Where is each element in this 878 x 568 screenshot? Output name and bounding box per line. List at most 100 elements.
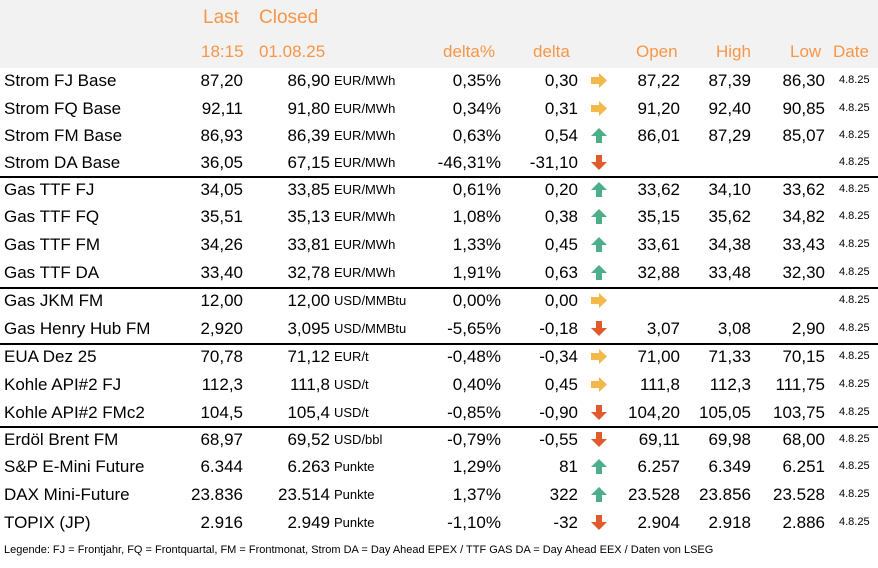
cell-high: 112,3 bbox=[709, 375, 751, 394]
cell-dpct: -5,65% bbox=[447, 319, 501, 338]
cell-high: 71,33 bbox=[708, 347, 751, 366]
cell-name: Kohle API#2 FJ bbox=[4, 375, 122, 394]
cell-closed: 67,15 bbox=[287, 153, 330, 172]
cell-closed: 105,4 bbox=[287, 403, 330, 422]
cell-open: 33,62 bbox=[637, 180, 680, 199]
cell-delta: 0,30 bbox=[544, 71, 578, 90]
cell-date: 4.8.25 bbox=[839, 488, 870, 500]
cell-dpct: 0,00% bbox=[452, 291, 501, 310]
cell-open: 86,01 bbox=[637, 126, 680, 145]
cell-high: 35,62 bbox=[708, 207, 751, 226]
cell-name: Strom FQ Base bbox=[4, 99, 122, 118]
cell-open: 32,88 bbox=[637, 263, 680, 282]
cell-dpct: -0,48% bbox=[447, 347, 501, 366]
cell-delta: -32 bbox=[553, 513, 578, 532]
header-closed: Closed bbox=[259, 7, 319, 28]
arrow-up-icon bbox=[590, 458, 608, 475]
cell-delta: -0,55 bbox=[539, 430, 578, 449]
cell-open: 2.904 bbox=[637, 513, 680, 532]
cell-name: TOPIX (JP) bbox=[4, 513, 91, 532]
arrow-down-icon bbox=[590, 431, 608, 448]
cell-closed: 71,12 bbox=[287, 347, 330, 366]
cell-low: 33,62 bbox=[782, 180, 825, 199]
cell-closed: 111,8 bbox=[289, 375, 330, 394]
arrow-up-icon bbox=[590, 208, 608, 225]
cell-open: 104,20 bbox=[628, 403, 680, 422]
cell-high: 105,05 bbox=[699, 403, 751, 422]
header-last: Last bbox=[203, 7, 239, 28]
cell-name: Kohle API#2 FMc2 bbox=[4, 403, 145, 422]
cell-unit: EUR/MWh bbox=[334, 182, 396, 197]
cell-dpct: -46,31% bbox=[437, 153, 501, 172]
table-row: Gas TTF DA 33,40 32,78 EUR/MWh 1,91% 0,63 32,8… bbox=[0, 259, 878, 286]
cell-dpct: 1,29% bbox=[452, 457, 501, 476]
cell-date: 4.8.25 bbox=[839, 102, 870, 114]
cell-date: 4.8.25 bbox=[839, 210, 870, 222]
header-date: Date bbox=[833, 42, 869, 61]
cell-open: 33,61 bbox=[637, 235, 680, 254]
cell-date: 4.8.25 bbox=[839, 460, 870, 472]
cell-high: 3,08 bbox=[717, 319, 751, 338]
cell-closed: 33,85 bbox=[287, 180, 330, 199]
cell-name: Gas JKM FM bbox=[4, 291, 104, 310]
table-row: Gas TTF FM 34,26 33,81 EUR/MWh 1,33% 0,45 33,6… bbox=[0, 231, 878, 258]
cell-unit: USD/MMBtu bbox=[334, 321, 407, 336]
cell-open: 87,22 bbox=[637, 71, 680, 90]
cell-open: 71,00 bbox=[637, 347, 680, 366]
table-row: Kohle API#2 FJ 112,3 111,8 USD/t 0,40% 0,45 11… bbox=[0, 371, 878, 398]
cell-unit: USD/t bbox=[334, 377, 369, 392]
cell-closed: 91,80 bbox=[287, 99, 330, 118]
cell-last: 92,11 bbox=[201, 99, 243, 118]
cell-high: 87,29 bbox=[708, 126, 751, 145]
cell-unit: Punkte bbox=[334, 515, 375, 530]
cell-name: Erdöl Brent FM bbox=[4, 430, 119, 449]
cell-high: 87,39 bbox=[708, 71, 751, 90]
cell-name: Gas TTF DA bbox=[4, 263, 100, 282]
cell-delta: -0,90 bbox=[539, 403, 578, 422]
header-open: Open bbox=[636, 42, 678, 61]
table-row: Erdöl Brent FM 68,97 69,52 USD/bbl -0,79% -0,… bbox=[0, 426, 878, 453]
cell-dpct: 1,37% bbox=[452, 485, 501, 504]
cell-date: 4.8.25 bbox=[839, 294, 870, 306]
table-row: Gas JKM FM 12,00 12,00 USD/MMBtu 0,00% 0,00 4.… bbox=[0, 287, 878, 314]
arrow-down-icon bbox=[590, 514, 608, 531]
header-last-time: 18:15 bbox=[201, 42, 244, 61]
cell-name: Strom FJ Base bbox=[4, 71, 117, 90]
group-divider bbox=[0, 426, 878, 428]
cell-delta: 0,20 bbox=[544, 180, 578, 199]
cell-low: 111,75 bbox=[775, 375, 825, 394]
cell-name: EUA Dez 25 bbox=[4, 347, 97, 366]
table-header: Last Closed 18:15 01.08.25 delta% delta … bbox=[0, 0, 878, 68]
cell-last: 104,5 bbox=[200, 403, 243, 422]
cell-low: 85,07 bbox=[782, 126, 825, 145]
cell-unit: EUR/MWh bbox=[334, 155, 396, 170]
cell-closed: 32,78 bbox=[287, 263, 330, 282]
cell-closed: 3,095 bbox=[287, 319, 330, 338]
arrow-down-icon bbox=[590, 404, 608, 421]
table-row: Strom FQ Base 92,11 91,80 EUR/MWh 0,34% 0,31 9… bbox=[0, 95, 878, 122]
cell-last: 6.344 bbox=[200, 457, 243, 476]
cell-delta: -0,34 bbox=[539, 347, 578, 366]
cell-date: 4.8.25 bbox=[839, 516, 870, 528]
group-divider bbox=[0, 176, 878, 178]
arrow-up-icon bbox=[590, 181, 608, 198]
cell-delta: 0,38 bbox=[544, 207, 578, 226]
cell-high: 92,40 bbox=[708, 99, 751, 118]
cell-last: 34,05 bbox=[200, 180, 243, 199]
cell-name: S&P E-Mini Future bbox=[4, 457, 145, 476]
cell-last: 68,97 bbox=[200, 430, 243, 449]
cell-name: Strom FM Base bbox=[4, 126, 123, 145]
cell-delta: 0,54 bbox=[544, 126, 578, 145]
cell-name: Strom DA Base bbox=[4, 153, 121, 172]
cell-last: 33,40 bbox=[200, 263, 243, 282]
cell-last: 112,3 bbox=[201, 375, 243, 394]
cell-high: 6.349 bbox=[708, 457, 751, 476]
table-row: EUA Dez 25 70,78 71,12 EUR/t -0,48% -0,34 71,0… bbox=[0, 343, 878, 370]
cell-closed: 35,13 bbox=[287, 207, 330, 226]
cell-closed: 2.949 bbox=[287, 513, 330, 532]
cell-high: 69,98 bbox=[708, 430, 751, 449]
table-row: S&P E-Mini Future 6.344 6.263 Punkte 1,29% 81… bbox=[0, 453, 878, 480]
arrow-right-icon bbox=[590, 348, 608, 365]
cell-delta: 0,31 bbox=[544, 99, 578, 118]
cell-unit: EUR/MWh bbox=[334, 73, 396, 88]
